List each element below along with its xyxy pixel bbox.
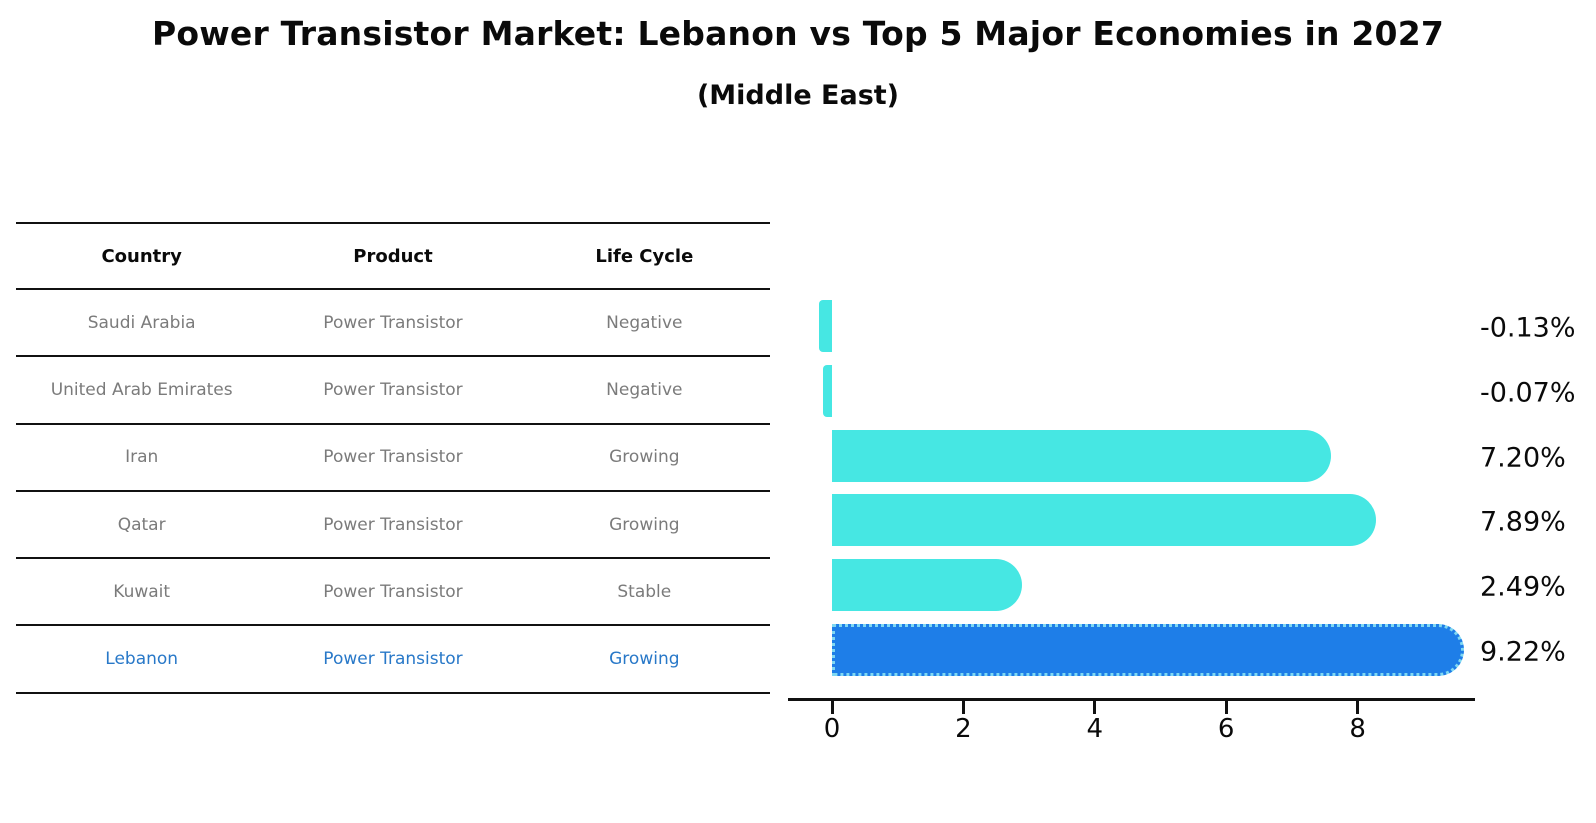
bar-value-label: 9.22% [1480, 636, 1566, 668]
bar-kuwait [832, 559, 1022, 612]
table-cell-country: Qatar [117, 514, 166, 535]
x-axis-tick [1224, 701, 1228, 714]
x-axis-tick-label: 2 [955, 714, 972, 744]
bar-united-arab-emirates [823, 364, 832, 417]
bar-iran [832, 429, 1332, 482]
x-axis-tick [1093, 701, 1097, 714]
table-cell-country: Lebanon [105, 649, 179, 670]
bar-qatar [832, 494, 1377, 547]
table-cell-life-cycle: Growing [609, 514, 680, 535]
x-axis-tick-label: 6 [1217, 714, 1235, 744]
table-row: Lebanon Power Transistor Growing [16, 626, 770, 694]
bar-value-label: -0.07% [1480, 377, 1576, 409]
bar-lebanon [832, 624, 1464, 676]
table-row: Qatar Power Transistor Growing [16, 492, 770, 560]
table-row: Kuwait Power Transistor Stable [16, 559, 770, 627]
bar-value-label: 7.89% [1480, 506, 1566, 538]
table-cell-product: Power Transistor [323, 312, 463, 333]
table-cell-country: United Arab Emirates [50, 379, 233, 400]
bar-value-label: 7.20% [1480, 442, 1566, 474]
table-cell-life-cycle: Growing [609, 649, 680, 670]
table-header-cell: Life Cycle [595, 245, 694, 267]
x-axis-tick [830, 701, 834, 714]
page-subtitle: (Middle East) [696, 80, 900, 111]
table-cell-country: Saudi Arabia [87, 312, 196, 333]
bar-value-label: -0.13% [1480, 312, 1576, 344]
table-cell-life-cycle: Negative [606, 312, 683, 333]
table-cell-country: Iran [125, 447, 159, 468]
table-row: Iran Power Transistor Growing [16, 425, 770, 492]
table-cell-life-cycle: Growing [609, 447, 680, 468]
table-header-cell: Country [101, 245, 182, 267]
table-row: Saudi Arabia Power Transistor Negative [16, 290, 770, 358]
page-title: Power Transistor Market: Lebanon vs Top … [151, 14, 1445, 53]
table-cell-life-cycle: Negative [606, 379, 683, 400]
data-table: Country Product Life Cycle Saudi Arabia Powe… [16, 222, 770, 694]
bar-saudi-arabia [819, 300, 832, 352]
x-axis-line [788, 698, 1475, 701]
table-cell-country: Kuwait [113, 581, 171, 602]
x-axis-tick-label: 8 [1349, 714, 1366, 744]
table-cell-product: Power Transistor [323, 514, 463, 535]
x-axis-tick [961, 701, 965, 714]
table-cell-life-cycle: Stable [617, 581, 672, 602]
table-header-cell: Product [353, 245, 433, 267]
x-axis-tick [1356, 701, 1360, 714]
table-cell-product: Power Transistor [323, 379, 463, 400]
table-cell-product: Power Transistor [323, 447, 463, 468]
bar-value-label: 2.49% [1480, 571, 1566, 603]
x-axis-tick-label: 4 [1086, 714, 1104, 744]
x-axis-tick-label: 0 [823, 714, 841, 744]
table-header-row: Country Product Life Cycle [16, 224, 770, 290]
table-row: United Arab Emirates Power Transistor Nega… [16, 357, 770, 425]
table-cell-product: Power Transistor [323, 581, 463, 602]
table-cell-product: Power Transistor [323, 649, 463, 670]
